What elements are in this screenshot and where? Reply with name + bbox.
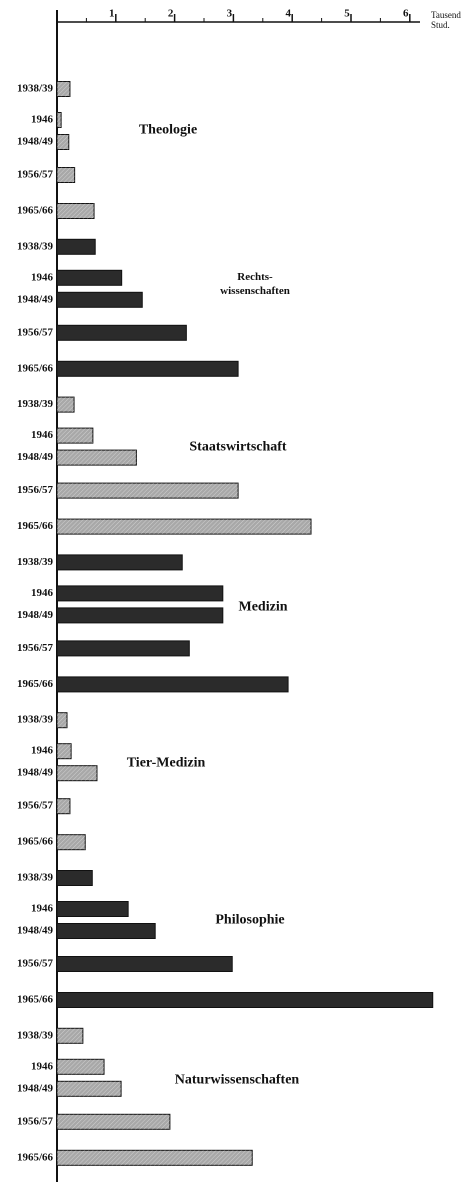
bar	[56, 1080, 122, 1097]
y-tick-label: 1938/39	[17, 240, 54, 252]
y-tick-label: 1956/57	[17, 958, 54, 970]
bar	[56, 482, 239, 499]
y-tick-label: 1956/57	[17, 1115, 54, 1127]
bar	[56, 901, 129, 917]
y-tick-label: 1956/57	[17, 642, 54, 654]
y-tick-label: 1938/39	[17, 83, 54, 95]
bar	[56, 1027, 84, 1044]
y-tick-label: 1938/39	[17, 714, 54, 726]
bar	[56, 585, 224, 602]
x-tick-label: 4	[285, 8, 291, 20]
y-tick-label: 1938/39	[17, 1029, 54, 1041]
y-tick-label: 1948/49	[17, 136, 54, 148]
group-label: Medizin	[238, 599, 288, 615]
group-label: Philosophie	[215, 912, 285, 928]
y-tick-label: 1948/49	[17, 451, 54, 463]
group-label: Rechts- wissenschaften	[220, 271, 290, 297]
bar	[56, 640, 190, 657]
bar	[56, 1149, 253, 1166]
y-tick-label: 1946	[31, 587, 54, 599]
bar	[56, 449, 137, 466]
bar	[56, 743, 72, 760]
bar	[56, 992, 434, 1008]
group-label: Staatswirtschaft	[189, 439, 287, 455]
bar	[56, 203, 95, 219]
y-tick-label: 1948/49	[17, 925, 54, 937]
y-tick-label: 1948/49	[17, 293, 54, 305]
group-label: Naturwissenschaften	[174, 1072, 300, 1088]
y-tick-label: 1948/49	[17, 767, 54, 779]
bar	[56, 834, 86, 851]
x-tick-label: 5	[344, 8, 350, 20]
bar	[56, 291, 143, 308]
y-tick-label: 1965/66	[17, 994, 54, 1006]
y-tick-label: 1946	[31, 1060, 54, 1072]
y-tick-label: 1946	[31, 114, 54, 126]
y-tick-label: 1965/66	[17, 678, 54, 690]
y-tick-label: 1956/57	[17, 169, 54, 181]
y-tick-label: 1965/66	[17, 836, 54, 848]
y-tick-label: 1946	[31, 429, 54, 441]
bar	[56, 956, 233, 972]
y-tick-label: 1946	[31, 745, 54, 757]
bar	[56, 554, 183, 571]
bar	[56, 765, 98, 782]
x-axis-label: Tausend Stud.	[431, 10, 461, 30]
bar	[56, 81, 71, 97]
bar	[56, 269, 123, 286]
bar	[56, 607, 224, 624]
bar	[56, 360, 239, 377]
y-tick-label: 1965/66	[17, 362, 54, 374]
bar	[56, 676, 289, 693]
y-tick-label: 1965/66	[17, 205, 54, 217]
y-tick-label: 1965/66	[17, 520, 54, 532]
bar	[56, 923, 156, 939]
y-tick-label: 1946	[31, 903, 54, 915]
y-tick-label: 1938/39	[17, 872, 54, 884]
bar	[56, 112, 62, 128]
bar	[56, 1113, 171, 1130]
bar	[56, 134, 70, 150]
x-tick-label: 2	[168, 8, 174, 20]
bar	[56, 1058, 105, 1075]
y-tick-label: 1938/39	[17, 556, 54, 568]
x-tick-label: 3	[227, 8, 233, 20]
bar	[56, 167, 76, 183]
bar	[56, 518, 312, 535]
bar	[56, 396, 75, 413]
bar	[56, 324, 187, 341]
y-tick-label: 1956/57	[17, 326, 54, 338]
bar	[56, 798, 71, 815]
y-tick-label: 1948/49	[17, 609, 54, 621]
y-tick-label: 1965/66	[17, 1151, 54, 1163]
y-tick-label: 1956/57	[17, 484, 54, 496]
bar	[56, 238, 96, 255]
y-tick-label: 1956/57	[17, 800, 54, 812]
y-tick-label: 1938/39	[17, 398, 54, 410]
y-tick-label: 1948/49	[17, 1082, 54, 1094]
x-tick-label: 1	[109, 8, 115, 20]
bar	[56, 712, 68, 729]
bar	[56, 870, 93, 886]
group-label: Theologie	[138, 122, 198, 138]
bar	[56, 427, 94, 444]
group-label: Tier-Medizin	[126, 755, 206, 771]
y-tick-label: 1946	[31, 271, 54, 283]
x-tick-label: 6	[403, 8, 409, 20]
